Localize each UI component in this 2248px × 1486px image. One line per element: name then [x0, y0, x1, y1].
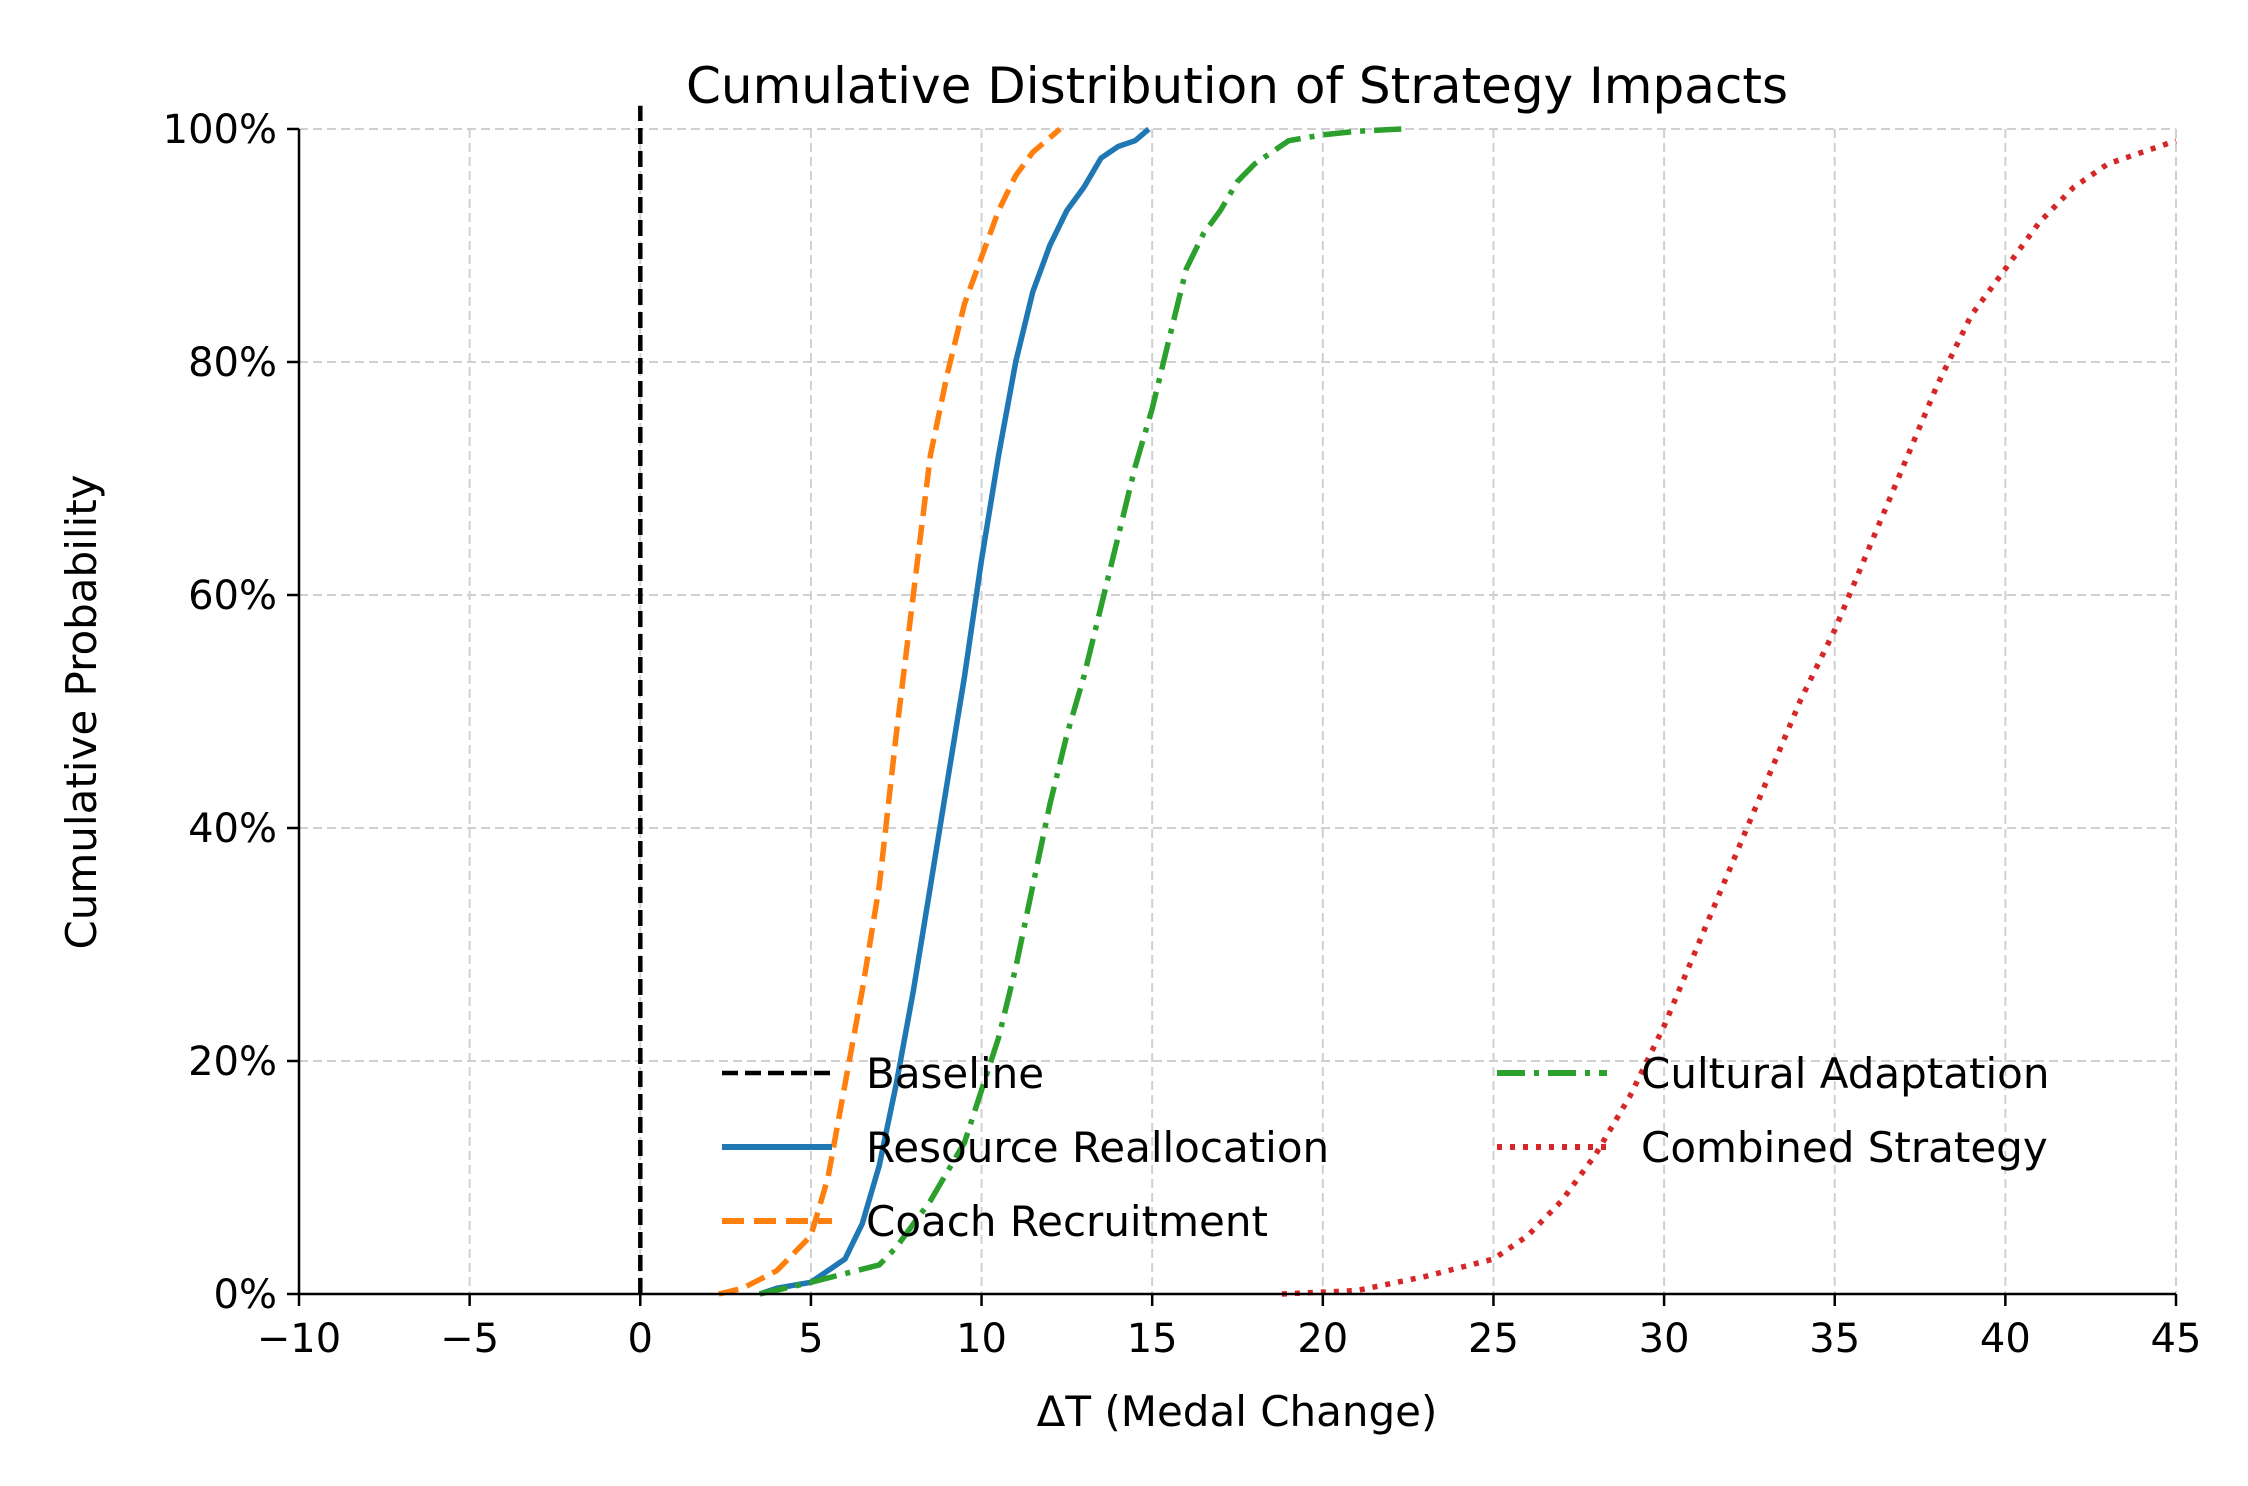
- y-tick-label: 100%: [163, 107, 277, 153]
- legend: Baseline Resource Reallocation Coach Rec…: [722, 1049, 2049, 1246]
- y-tick-label: 40%: [188, 806, 277, 852]
- y-ticks: 0% 20% 40% 60% 80% 100%: [163, 107, 299, 1318]
- x-tick-label: 35: [1809, 1316, 1860, 1362]
- x-tick-label: 5: [798, 1316, 823, 1362]
- grid: [298, 128, 2177, 1295]
- y-tick-label: 80%: [188, 340, 277, 386]
- x-tick-label: 40: [1980, 1316, 2031, 1362]
- x-tick-label: 45: [2151, 1316, 2202, 1362]
- series-line-resource-reallocation: [758, 126, 1151, 1297]
- x-tick-label: 10: [956, 1316, 1007, 1362]
- legend-label-coach-recruitment: Coach Recruitment: [866, 1197, 1268, 1246]
- y-tick-label: 0%: [214, 1272, 277, 1318]
- x-axis-label: ΔT (Medal Change): [1037, 1387, 1438, 1436]
- x-ticks: −10 −5 0 5 10 15 20 25 30 35 40 45: [257, 1294, 2202, 1362]
- legend-label-combined-strategy: Combined Strategy: [1641, 1123, 2048, 1172]
- y-tick-label: 60%: [188, 573, 277, 619]
- y-axis-label: Cumulative Probability: [57, 474, 106, 949]
- x-tick-label: −10: [257, 1316, 341, 1362]
- y-tick-label: 20%: [188, 1039, 277, 1085]
- x-tick-label: 20: [1297, 1316, 1348, 1362]
- chart-title: Cumulative Distribution of Strategy Impa…: [686, 57, 1788, 115]
- x-tick-label: −5: [440, 1316, 499, 1362]
- series-lines: [638, 105, 2177, 1297]
- series-line-cultural-adaptation: [759, 126, 1402, 1297]
- legend-label-resource-reallocation: Resource Reallocation: [866, 1123, 1329, 1172]
- axes: [297, 129, 2176, 1296]
- x-tick-label: 25: [1468, 1316, 1519, 1362]
- legend-label-cultural-adaptation: Cultural Adaptation: [1641, 1049, 2049, 1098]
- legend-label-baseline: Baseline: [866, 1049, 1044, 1098]
- x-tick-label: 30: [1639, 1316, 1690, 1362]
- x-tick-label: 15: [1127, 1316, 1178, 1362]
- series-line-coach-recruitment: [718, 126, 1062, 1297]
- x-tick-label: 0: [628, 1316, 653, 1362]
- series-line-combined-strategy: [1281, 138, 2177, 1297]
